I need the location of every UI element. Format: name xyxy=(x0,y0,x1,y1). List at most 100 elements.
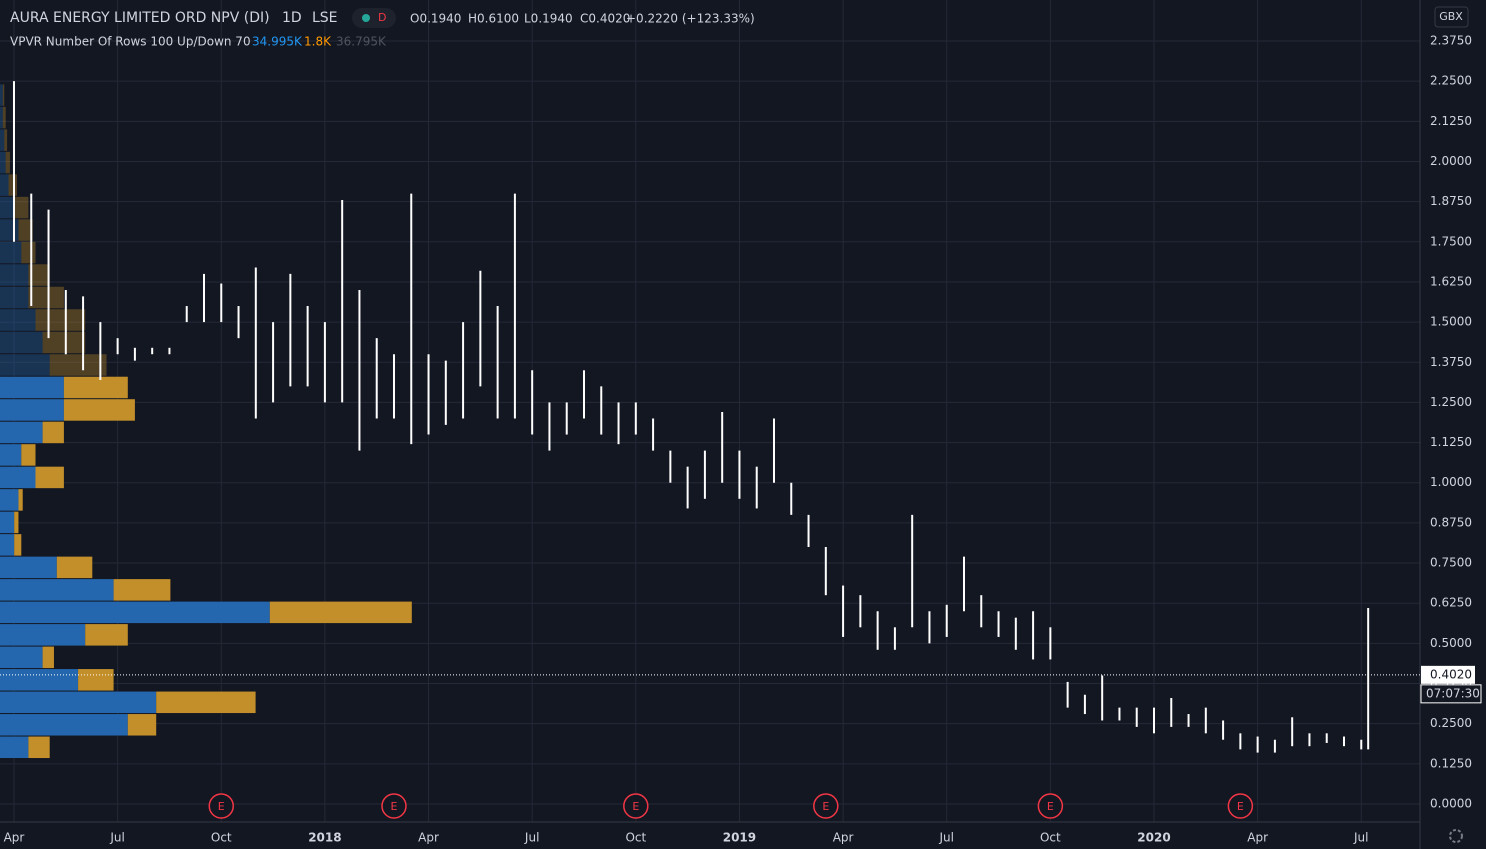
profile-up xyxy=(0,444,22,466)
profile-down xyxy=(21,241,36,264)
low: L0.1940 xyxy=(524,12,573,26)
profile-down xyxy=(42,331,86,354)
y-tick-label: 0.0000 xyxy=(1430,797,1472,811)
axes: 0.00000.12500.25000.37500.50000.62500.75… xyxy=(0,34,1482,845)
y-tick-label: 1.1250 xyxy=(1430,435,1472,449)
profile-down xyxy=(85,624,128,646)
profile-up xyxy=(0,714,128,736)
profile-up xyxy=(0,174,9,196)
x-tick-label: Apr xyxy=(4,831,25,845)
profile-up xyxy=(0,84,3,106)
profile-up xyxy=(0,286,29,309)
x-tick-label: Oct xyxy=(211,831,232,845)
x-tick-label: Jul xyxy=(938,831,953,845)
status-pill[interactable] xyxy=(352,8,396,28)
profile-down xyxy=(21,444,36,466)
profile-down xyxy=(28,736,50,759)
y-tick-label: 1.6250 xyxy=(1430,274,1472,288)
y-tick-label: 2.3750 xyxy=(1430,34,1472,48)
profile-up xyxy=(0,309,36,331)
event-label: E xyxy=(391,800,398,813)
currency-box[interactable] xyxy=(1434,6,1469,28)
profile-down xyxy=(127,714,157,736)
profile-down xyxy=(14,511,19,534)
profile-up xyxy=(0,151,6,174)
profile-down xyxy=(78,669,114,691)
close: C0.4020 xyxy=(580,12,630,26)
profile-down xyxy=(28,264,50,286)
change: +0.2220 (+123.33%) xyxy=(626,12,755,26)
event-label: E xyxy=(1047,800,1054,813)
profile-down xyxy=(42,421,64,444)
profile-up xyxy=(0,466,36,489)
profile-down xyxy=(18,489,23,511)
profile-down xyxy=(4,129,8,151)
profile-up xyxy=(0,489,19,511)
last-price-label: 0.4020 xyxy=(1430,667,1472,681)
x-tick-label: Oct xyxy=(1040,831,1061,845)
profile-down xyxy=(28,286,64,309)
profile-up xyxy=(0,399,64,421)
y-tick-label: 0.2500 xyxy=(1430,716,1472,730)
profile-down xyxy=(113,579,171,601)
y-tick-label: 0.1250 xyxy=(1430,756,1472,770)
profile-up xyxy=(0,579,114,601)
profile-up xyxy=(0,736,29,759)
profile-up xyxy=(0,106,3,129)
last-price-box xyxy=(1421,665,1475,684)
y-tick-label: 2.1250 xyxy=(1430,114,1472,128)
profile-up xyxy=(0,511,15,534)
event-marker xyxy=(813,793,839,819)
event-marker xyxy=(1037,793,1064,819)
profile-up xyxy=(0,129,5,151)
event-label: E xyxy=(632,800,639,813)
profile-up xyxy=(0,534,15,556)
x-tick-label: Jul xyxy=(524,831,539,845)
x-tick-label: Apr xyxy=(418,831,439,845)
profile-down xyxy=(63,399,135,421)
event-marker xyxy=(1227,793,1254,819)
profile-down xyxy=(269,601,412,624)
y-tick-label: 2.0000 xyxy=(1430,154,1472,168)
high: H0.6100 xyxy=(468,12,519,26)
status: D xyxy=(378,11,386,24)
y-tick-label: 1.8750 xyxy=(1430,194,1472,208)
profile-down xyxy=(14,534,22,556)
event-marker xyxy=(381,793,407,819)
profile-down xyxy=(2,106,6,129)
indicator[interactable]: VPVR Number Of Rows 100 Up/Down 70 xyxy=(10,35,251,49)
y-tick-label: 2.2500 xyxy=(1430,74,1472,88)
indicator-value: 34.995K xyxy=(252,35,303,49)
countdown: 07:07:30 xyxy=(1426,686,1480,700)
profile-up xyxy=(0,646,43,669)
profile-up xyxy=(0,196,15,219)
y-tick-label: 1.0000 xyxy=(1430,475,1472,489)
profile-down xyxy=(49,354,107,376)
profile-up xyxy=(0,669,79,691)
profile-up xyxy=(0,556,57,579)
indicator-value: 36.795K xyxy=(336,35,387,49)
event-label: E xyxy=(1237,800,1244,813)
profile-down xyxy=(35,309,86,331)
settings-icon[interactable] xyxy=(1449,829,1463,843)
profile-up xyxy=(0,421,43,444)
profile-down xyxy=(14,196,29,219)
profile-up xyxy=(0,264,29,286)
y-tick-label: 1.3750 xyxy=(1430,355,1472,369)
exchange: LSE xyxy=(312,10,338,26)
x-tick-label: Jul xyxy=(1353,831,1368,845)
event-marker xyxy=(208,793,235,819)
profile-up xyxy=(0,691,157,714)
profile-down xyxy=(42,646,54,669)
x-tick-label: 2018 xyxy=(308,831,341,845)
profile-up xyxy=(0,601,270,624)
status-dot xyxy=(362,14,370,22)
event-label: E xyxy=(218,800,225,813)
y-tick-label: 0.8750 xyxy=(1430,515,1472,529)
profile-down xyxy=(2,84,5,106)
open: O0.1940 xyxy=(410,12,461,26)
profile-down xyxy=(156,691,256,714)
countdown-box xyxy=(1420,684,1482,704)
